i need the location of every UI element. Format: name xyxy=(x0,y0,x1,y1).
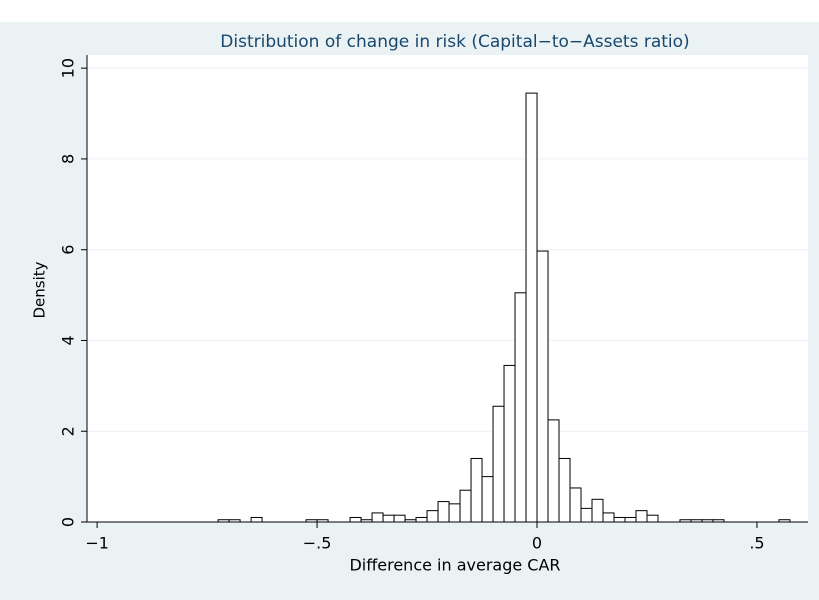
x-axis-label: Difference in average CAR xyxy=(349,556,560,575)
bar xyxy=(393,514,406,523)
y-tick-label: 0 xyxy=(59,517,78,527)
y-axis-label: Density xyxy=(31,261,49,318)
plot-area xyxy=(87,55,808,522)
bar xyxy=(778,519,791,523)
bar xyxy=(635,510,648,523)
bar xyxy=(492,405,505,523)
bar xyxy=(305,519,318,523)
bar xyxy=(602,512,615,523)
bar xyxy=(701,519,714,523)
bar xyxy=(437,501,450,523)
bar xyxy=(536,250,549,523)
chart-title: Distribution of change in risk (Capital−… xyxy=(220,32,689,52)
bar xyxy=(580,507,593,523)
bar xyxy=(404,519,417,523)
bar xyxy=(470,457,483,523)
y-tick-label: 2 xyxy=(59,426,78,436)
y-tick-label: 8 xyxy=(59,154,78,164)
bar xyxy=(569,487,582,523)
y-tick-label: 6 xyxy=(59,245,78,255)
bar xyxy=(459,489,472,523)
bar xyxy=(360,519,373,523)
bar xyxy=(426,510,439,523)
bar xyxy=(547,419,560,523)
bar xyxy=(217,519,230,523)
bar xyxy=(382,514,395,523)
x-tick-label: 0 xyxy=(532,534,542,553)
bar xyxy=(679,519,692,523)
bar xyxy=(690,519,703,523)
y-tick-label: 10 xyxy=(59,58,78,78)
bar xyxy=(591,498,604,523)
bar xyxy=(613,516,626,523)
x-tick-label: .5 xyxy=(749,534,764,553)
bar xyxy=(448,503,461,523)
bar xyxy=(646,514,659,523)
bar xyxy=(712,519,725,523)
bar xyxy=(371,512,384,523)
bar xyxy=(349,516,362,523)
bar xyxy=(316,519,329,523)
y-tick-label: 4 xyxy=(59,335,78,345)
bar xyxy=(558,457,571,523)
bar xyxy=(250,516,263,523)
x-tick-label: −1 xyxy=(85,534,109,553)
bar xyxy=(415,516,428,523)
bar xyxy=(503,364,516,523)
x-tick-label: −.5 xyxy=(303,534,332,553)
bar xyxy=(228,519,241,523)
bar xyxy=(525,92,538,523)
bar xyxy=(514,292,527,523)
bar xyxy=(481,476,494,523)
bar xyxy=(624,516,637,523)
